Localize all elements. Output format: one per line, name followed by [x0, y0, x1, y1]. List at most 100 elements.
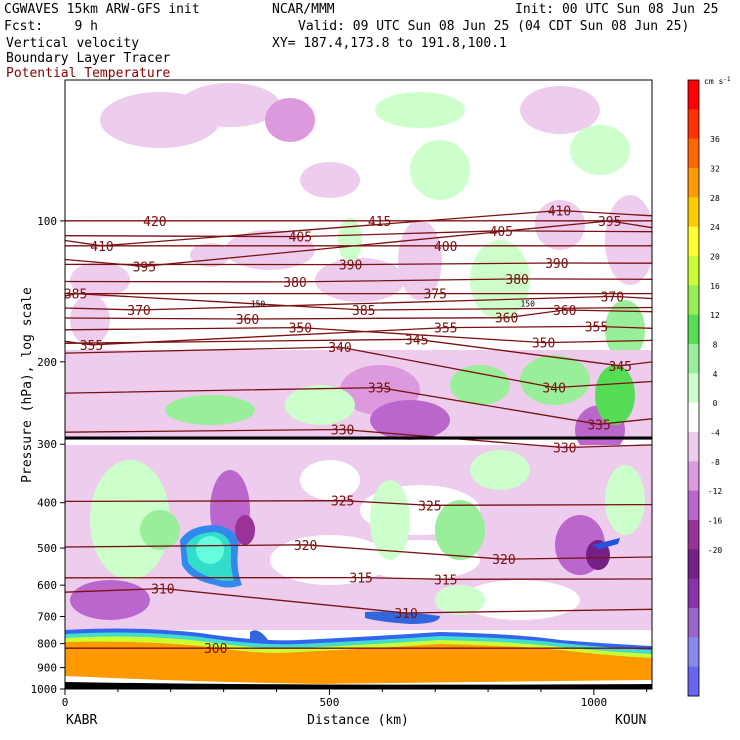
colorbar-tick-label: 24 — [710, 223, 720, 232]
y-tick-label: 900 — [37, 662, 57, 675]
field-boundary-layer-tracer: Boundary Layer Tracer — [6, 51, 171, 66]
colorbar-tick-label: 36 — [710, 135, 720, 144]
pressure-axis: 100 200 300 400 500 600 700 800 900 1000 — [31, 215, 65, 696]
theta-label: 355 — [80, 339, 103, 354]
y-tick-label: 100 — [37, 215, 57, 228]
colorbar-tick-label: -16 — [708, 517, 723, 526]
theta-label: 345 — [405, 333, 428, 348]
theta-contour — [65, 309, 652, 320]
colorbar-tick-label: 0 — [713, 399, 718, 408]
theta-label: 390 — [545, 257, 568, 272]
theta-label: 315 — [434, 573, 457, 588]
colorbar-segment — [688, 314, 699, 345]
theta-label: 350 — [532, 337, 555, 352]
organization: NCAR/MMM — [272, 2, 335, 17]
y-tick-label: 300 — [37, 438, 57, 451]
colorbar-tick-label: -8 — [710, 458, 720, 467]
colorbar-segment — [688, 608, 699, 638]
colorbar-tick-label: -12 — [708, 487, 723, 496]
theta-label: 330 — [553, 442, 576, 457]
potential-temperature-contours — [65, 209, 652, 649]
theta-contour — [65, 262, 652, 266]
theta-label: 335 — [368, 382, 391, 397]
colorbar-tick-label: 32 — [710, 165, 720, 174]
y-tick-label: 200 — [37, 356, 57, 369]
colorbar-tick-label: 28 — [710, 194, 720, 203]
colorbar-segment — [688, 402, 699, 433]
theta-contour — [65, 544, 652, 560]
theta-label: 360 — [553, 304, 576, 319]
colorbar-tick-label: -20 — [708, 546, 723, 555]
colorbar-tick-label: 4 — [713, 370, 718, 379]
theta-contour — [65, 220, 652, 267]
theta-label: 360 — [236, 313, 259, 328]
theta-label: 325 — [418, 499, 441, 514]
theta-label: 350 — [289, 322, 312, 337]
theta-label: 385 — [352, 304, 375, 319]
valid-time: Valid: 09 UTC Sun 08 Jun 25 (04 CDT Sun … — [298, 19, 690, 34]
theta-contour — [65, 386, 652, 425]
theta-label: 380 — [505, 273, 528, 288]
theta-label: 330 — [331, 423, 354, 438]
theta-contour — [65, 292, 652, 311]
colorbar-segment — [688, 637, 699, 668]
colorbar-tick-label: 12 — [710, 311, 720, 320]
theta-label: 355 — [434, 322, 457, 337]
y-tick-label: 800 — [37, 638, 57, 651]
colorbar-segment — [688, 168, 699, 198]
colorbar-tick-label: 16 — [710, 282, 720, 291]
theta-label: 415 — [368, 215, 391, 230]
colorbar-segment — [688, 432, 699, 462]
potential-temperature-labels: 420 415 410 410 405 405 400 395 395 390 390 385 385 3… — [65, 204, 632, 657]
theta-label: 410 — [90, 240, 113, 255]
x-axis-label: Distance (km) — [307, 713, 409, 728]
theta-contour — [65, 326, 652, 344]
y-tick-label: 400 — [37, 497, 57, 510]
colorbar-segment — [688, 109, 699, 140]
forecast-hour: Fcst: 9 h — [4, 19, 98, 34]
colorbar-segment — [688, 285, 699, 316]
colorbar-segment — [688, 256, 699, 286]
tropopause-mark: 150 — [251, 299, 266, 308]
colorbar-segment — [688, 226, 699, 257]
colorbar-tick-label: -4 — [710, 429, 720, 438]
theta-contour — [65, 587, 652, 614]
field-vertical-velocity: Vertical velocity — [6, 36, 140, 51]
theta-label: 320 — [294, 539, 317, 554]
colorbar-segment — [688, 80, 699, 110]
theta-contour — [65, 576, 652, 580]
theta-label: 410 — [548, 204, 571, 219]
theta-label: 340 — [328, 341, 351, 356]
theta-label: 405 — [490, 225, 513, 240]
theta-contour — [65, 325, 652, 346]
theta-label: 390 — [339, 259, 362, 274]
y-tick-label: 600 — [37, 579, 57, 592]
theta-label: 300 — [204, 642, 227, 657]
theta-label: 370 — [127, 304, 150, 319]
x-tick-label: 500 — [319, 696, 339, 709]
colorbar-segment — [688, 549, 699, 580]
theta-contour — [65, 230, 652, 238]
theta-contour — [65, 346, 652, 389]
colorbar-tick-label: 20 — [710, 253, 720, 262]
colorbar-segment — [688, 520, 699, 550]
init-time: Init: 00 UTC Sun 08 Jun 25 — [515, 2, 719, 17]
theta-contour — [65, 209, 652, 247]
theta-label: 400 — [434, 240, 457, 255]
y-tick-label: 500 — [37, 542, 57, 555]
model-title: CGWAVES 15km ARW-GFS init — [4, 2, 200, 17]
colorbar-segment — [688, 373, 699, 404]
colorbar-units: cm s-1 — [704, 76, 731, 86]
right-endpoint-label: KOUN — [615, 713, 646, 728]
theta-label: 395 — [133, 260, 156, 275]
y-axis-label: Pressure (hPa), log scale — [20, 287, 35, 483]
theta-label: 405 — [289, 231, 312, 246]
x-tick-label: 1000 — [581, 696, 608, 709]
colorbar-segment — [688, 197, 699, 228]
cross-section-endpoints: XY= 187.4,173.8 to 191.8,100.1 — [272, 36, 507, 51]
colorbar-frame — [687, 79, 700, 697]
left-endpoint-label: KABR — [66, 713, 97, 728]
distance-axis: 0 500 1000 — [62, 689, 648, 709]
x-tick-label: 0 — [62, 696, 69, 709]
